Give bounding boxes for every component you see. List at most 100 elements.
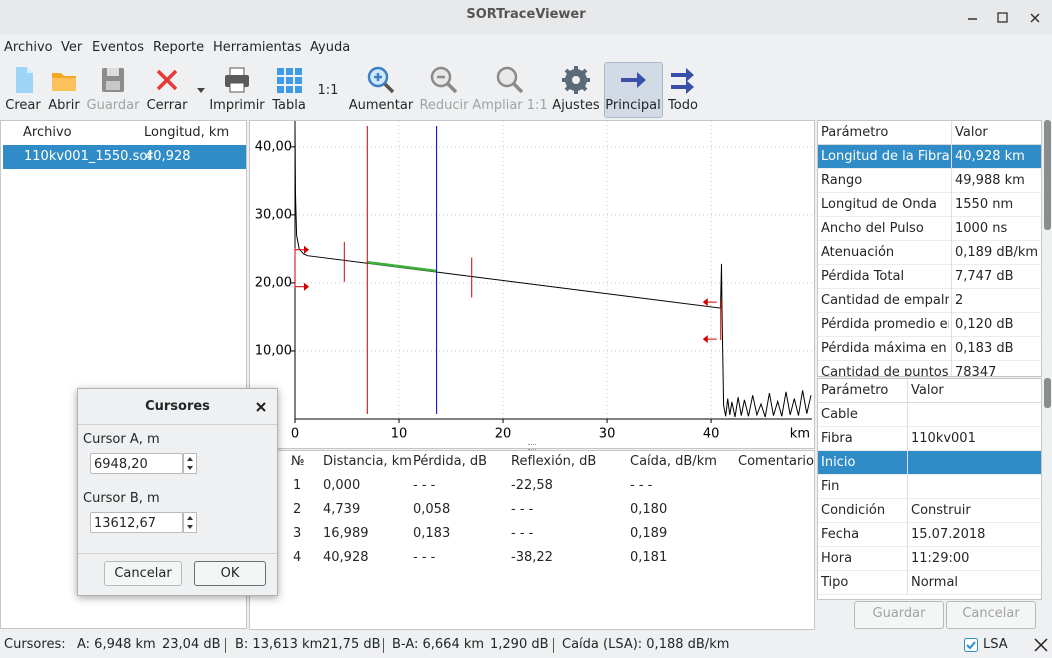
table-row[interactable] [818, 427, 1041, 451]
panel-button[interactable]: Guardar [854, 601, 944, 629]
toolbar-label: Todo [668, 98, 698, 113]
table-row[interactable] [818, 499, 1041, 523]
table-row[interactable] [818, 403, 1041, 427]
cursors-dialog: Cursores Cursor A, m 6948,20 Cursor B, m 136… [77, 388, 278, 596]
table-cell: Pérdida Total [821, 269, 905, 284]
event-cell[interactable]: - - - [413, 478, 436, 493]
table-row[interactable] [818, 241, 1041, 265]
menu-item[interactable]: Ver [61, 40, 83, 55]
dialog-title: Cursores [145, 399, 210, 414]
event-cell[interactable]: 0,183 [413, 526, 451, 541]
close-button[interactable] [1030, 13, 1040, 23]
status-separator [383, 638, 384, 653]
table-cell: Longitud de la Fibra [821, 149, 949, 164]
table-cell: 1550 nm [955, 197, 1014, 212]
column-divider [951, 289, 952, 313]
table-row[interactable] [818, 217, 1041, 241]
toolbar-icon [562, 66, 590, 94]
status-item: 21,75 dB [322, 637, 381, 652]
column-header: № [291, 454, 305, 469]
menu-item[interactable]: Ayuda [310, 40, 351, 55]
column-divider [907, 403, 908, 427]
table-cell: Cantidad de puntos [821, 365, 949, 377]
table-row[interactable] [818, 265, 1041, 289]
event-cell[interactable]: - - - [511, 502, 534, 517]
status-close[interactable] [1034, 638, 1048, 652]
dialog-close[interactable] [255, 401, 267, 413]
spin-buttons[interactable] [183, 453, 197, 474]
toolbar-icon [225, 67, 249, 93]
event-cell[interactable]: 2 [293, 502, 302, 517]
event-cell[interactable]: 0,180 [630, 502, 668, 517]
event-cell[interactable]: 0,189 [630, 526, 668, 541]
dropdown-arrow[interactable] [196, 87, 206, 95]
event-cell[interactable]: 0,000 [323, 478, 361, 493]
table-row[interactable] [818, 571, 1041, 595]
spin-buttons[interactable] [183, 512, 197, 533]
status-item: 23,04 dB [162, 637, 221, 652]
event-cell[interactable]: 0,181 [630, 550, 668, 565]
event-cell[interactable]: 40,928 [323, 550, 369, 565]
lsa-line [367, 260, 437, 273]
dialog-button[interactable]: OK [194, 561, 266, 586]
trace-chart[interactable]: 10,00 20,00 30,00 40,00 0 10 20 30 40 km [250, 121, 814, 448]
checkbox[interactable] [964, 638, 978, 652]
menu-item[interactable]: Eventos [92, 40, 144, 55]
dialog-button[interactable]: Cancelar [104, 561, 182, 586]
status-item: Caída (LSA): 0,188 dB/km [562, 637, 730, 652]
table-cell: Pérdida máxima en [821, 341, 947, 356]
column-header: Archivo [23, 125, 72, 140]
column-header: Valor [911, 383, 944, 398]
toolbar-label: Aumentar [348, 98, 414, 113]
event-cell[interactable]: 4 [293, 550, 302, 565]
event-cell[interactable]: - - - [511, 526, 534, 541]
table-row[interactable] [818, 193, 1041, 217]
table-cell: 49,988 km [955, 173, 1025, 188]
splitter [528, 444, 536, 450]
spin-input[interactable]: 13612,67 [90, 512, 183, 533]
menu-item[interactable]: Archivo [4, 40, 53, 55]
table-cell: 0,183 dB [955, 341, 1014, 356]
toolbar-label: Crear [5, 98, 41, 113]
table-row[interactable] [818, 169, 1041, 193]
maximize-button[interactable] [997, 12, 1008, 23]
event-cell[interactable]: 4,739 [323, 502, 361, 517]
event-cell[interactable]: - - - [630, 478, 653, 493]
table-cell: Pérdida promedio en [821, 317, 949, 332]
table-row[interactable] [818, 313, 1041, 337]
column-header: Comentario [738, 454, 814, 469]
file-row[interactable] [3, 145, 246, 169]
table-cell: Construir [911, 503, 971, 518]
table-row[interactable] [818, 547, 1041, 571]
table-row[interactable] [818, 289, 1041, 313]
table-row[interactable] [818, 145, 1041, 169]
event-cell[interactable]: -38,22 [511, 550, 553, 565]
column-divider [907, 451, 908, 475]
column-header: Pérdida, dB [413, 454, 488, 469]
table-cell: 11:29:00 [911, 551, 970, 566]
parameters-table: Parámetro Valor Longitud de la Fibra 40,928… [817, 120, 1042, 377]
panel-button[interactable]: Cancelar [946, 601, 1036, 629]
event-cell[interactable]: 1 [293, 478, 302, 493]
table-cell: Hora [821, 551, 853, 566]
checkbox-label: LSA [983, 637, 1008, 652]
status-label: Cursores: [4, 637, 66, 652]
event-cell[interactable]: 0,058 [413, 502, 451, 517]
spin-input[interactable]: 6948,20 [90, 453, 183, 474]
column-divider [951, 145, 952, 169]
toolbar-button[interactable] [604, 62, 663, 118]
event-cell[interactable]: 3 [293, 526, 302, 541]
event-cell[interactable]: - - - [413, 550, 436, 565]
table-row[interactable] [818, 451, 1041, 475]
table-row[interactable] [818, 475, 1041, 499]
title-bar [0, 0, 1052, 34]
table-row[interactable] [818, 523, 1041, 547]
status-item: 1,290 dB [490, 637, 549, 652]
menu-item[interactable]: Reporte [153, 40, 205, 55]
menu-item[interactable]: Herramientas [213, 40, 302, 55]
table-cell: Tipo [821, 575, 849, 590]
event-cell[interactable]: -22,58 [511, 478, 553, 493]
event-cell[interactable]: 16,989 [323, 526, 369, 541]
table-cell: Longitud de Onda [821, 197, 937, 212]
table-row[interactable] [818, 337, 1041, 361]
